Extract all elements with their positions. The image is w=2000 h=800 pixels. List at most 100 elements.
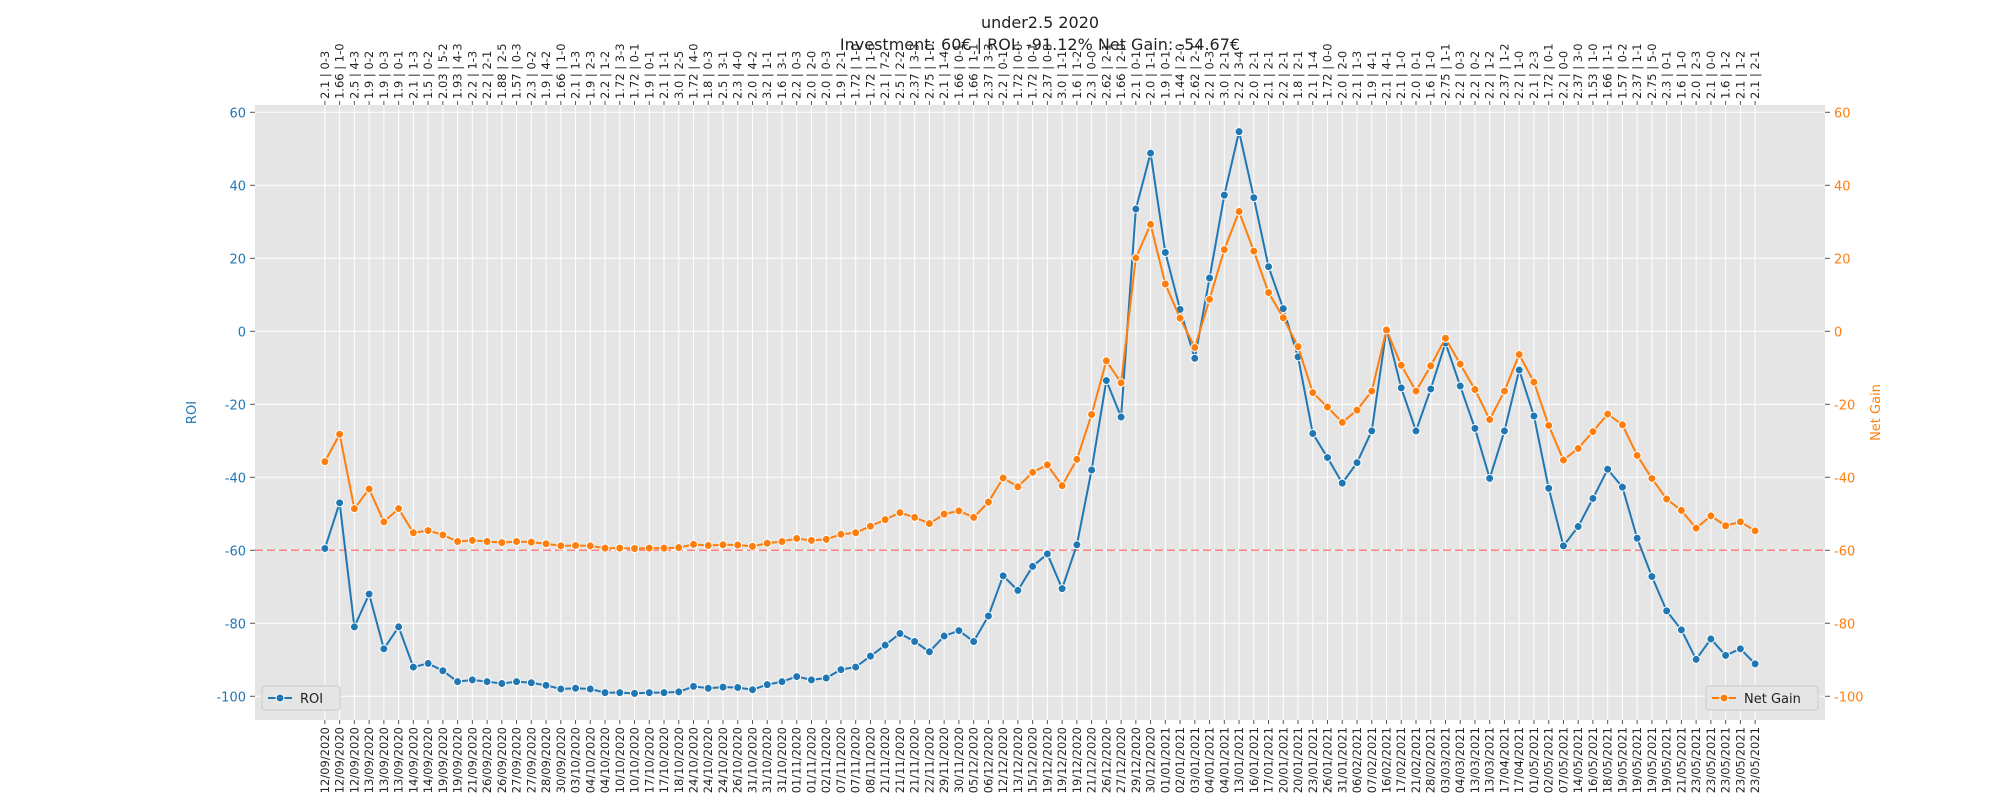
tick-label: 20 bbox=[229, 252, 246, 267]
point bbox=[880, 640, 890, 650]
point bbox=[806, 675, 816, 685]
point bbox=[1116, 412, 1126, 422]
point bbox=[394, 504, 404, 514]
point bbox=[1514, 350, 1524, 360]
x-tick-label: 07/11/2020 bbox=[849, 727, 863, 793]
point bbox=[453, 537, 463, 547]
point bbox=[718, 682, 728, 692]
top-label: 2.3 | 0-2 bbox=[524, 51, 538, 99]
top-label: 1.72 | 0-1 bbox=[628, 43, 642, 99]
point bbox=[408, 662, 418, 672]
point bbox=[408, 528, 418, 538]
top-label: 1.9 | 2-1 bbox=[834, 51, 848, 99]
top-label: 2.1 | 1-4 bbox=[1306, 51, 1320, 99]
x-tick-label: 07/02/2021 bbox=[1365, 727, 1379, 793]
point bbox=[792, 533, 802, 543]
point bbox=[1190, 353, 1200, 363]
point bbox=[718, 540, 728, 550]
x-tick-label: 19/12/2020 bbox=[1070, 727, 1084, 793]
x-tick-label: 20/01/2021 bbox=[1276, 727, 1290, 793]
point bbox=[1544, 483, 1554, 493]
point bbox=[467, 535, 477, 545]
top-label: 2.75 | 5-0 bbox=[1645, 43, 1659, 99]
x-tick-label: 23/05/2021 bbox=[1689, 727, 1703, 793]
point bbox=[1175, 313, 1185, 323]
point bbox=[1411, 386, 1421, 396]
point bbox=[1337, 478, 1347, 488]
point bbox=[615, 543, 625, 553]
point bbox=[1013, 482, 1023, 492]
top-label: 2.37 | 3-3 bbox=[908, 43, 922, 99]
tick-label: -100 bbox=[1834, 690, 1864, 705]
point bbox=[556, 684, 566, 694]
point bbox=[1352, 405, 1362, 415]
x-tick-label: 19/05/2021 bbox=[1660, 727, 1674, 793]
legend-marker bbox=[1719, 693, 1729, 703]
point bbox=[1558, 455, 1568, 465]
point bbox=[969, 637, 979, 647]
point bbox=[1440, 333, 1450, 343]
point bbox=[1735, 517, 1745, 527]
top-label: 2.1 | 0-1 bbox=[1129, 51, 1143, 99]
x-tick-label: 01/05/2021 bbox=[1527, 727, 1541, 793]
top-label: 2.2 | 3-4 bbox=[1232, 51, 1246, 99]
point bbox=[1455, 381, 1465, 391]
point bbox=[1485, 473, 1495, 483]
x-tick-label: 26/01/2021 bbox=[1321, 727, 1335, 793]
top-label: 2.0 | 2-3 bbox=[1689, 51, 1703, 99]
point bbox=[1411, 426, 1421, 436]
top-label: 2.5 | 3-1 bbox=[716, 51, 730, 99]
point bbox=[349, 504, 359, 514]
point bbox=[571, 540, 581, 550]
x-tick-label: 24/10/2020 bbox=[701, 727, 715, 793]
point bbox=[1028, 467, 1038, 477]
top-label: 2.75 | 1-1 bbox=[1438, 43, 1452, 99]
x-tick-label: 01/11/2020 bbox=[790, 727, 804, 793]
point bbox=[364, 484, 374, 494]
x-tick-label: 23/05/2021 bbox=[1733, 727, 1747, 793]
point bbox=[1264, 262, 1274, 272]
point bbox=[1028, 561, 1038, 571]
point bbox=[1691, 523, 1701, 533]
top-label: 2.1 | 1-4 bbox=[937, 51, 951, 99]
point bbox=[1499, 386, 1509, 396]
x-tick-label: 17/10/2020 bbox=[642, 727, 656, 793]
point bbox=[512, 537, 522, 547]
top-label: 2.2 | 0-3 bbox=[790, 51, 804, 99]
top-label: 2.1 | 2-3 bbox=[1527, 51, 1541, 99]
point bbox=[733, 540, 743, 550]
x-tick-label: 24/10/2020 bbox=[687, 727, 701, 793]
point bbox=[644, 543, 654, 553]
point bbox=[969, 512, 979, 522]
point bbox=[1529, 411, 1539, 421]
x-tick-label: 16/02/2021 bbox=[1379, 727, 1393, 793]
x-tick-label: 04/03/2021 bbox=[1453, 727, 1467, 793]
top-label: 2.75 | 1-0 bbox=[922, 43, 936, 99]
point bbox=[1131, 204, 1141, 214]
point bbox=[1632, 533, 1642, 543]
point bbox=[1396, 360, 1406, 370]
x-tick-label: 21/11/2020 bbox=[878, 727, 892, 793]
top-label: 2.2 | 1-2 bbox=[598, 51, 612, 99]
point bbox=[924, 647, 934, 657]
tick-label: 0 bbox=[1834, 325, 1842, 340]
x-tick-label: 16/05/2021 bbox=[1586, 727, 1600, 793]
top-label: 1.53 | 1-0 bbox=[1586, 43, 1600, 99]
point bbox=[585, 684, 595, 694]
point bbox=[851, 662, 861, 672]
top-label: 2.2 | 0-3 bbox=[1203, 51, 1217, 99]
legend-label: Net Gain bbox=[1744, 692, 1801, 707]
top-label: 1.9 | 0-1 bbox=[642, 51, 656, 99]
x-tick-label: 21/02/2021 bbox=[1409, 727, 1423, 793]
top-label: 2.0 | 4-2 bbox=[745, 51, 759, 99]
x-tick-label: 30/09/2020 bbox=[554, 727, 568, 793]
top-label: 1.57 | 0-3 bbox=[510, 43, 524, 99]
point bbox=[880, 515, 890, 525]
point bbox=[497, 538, 507, 548]
x-tick-label: 06/02/2021 bbox=[1350, 727, 1364, 793]
point bbox=[1691, 654, 1701, 664]
x-tick-label: 04/01/2021 bbox=[1203, 727, 1217, 793]
x-tick-label: 17/02/2021 bbox=[1394, 727, 1408, 793]
point bbox=[1308, 388, 1318, 398]
